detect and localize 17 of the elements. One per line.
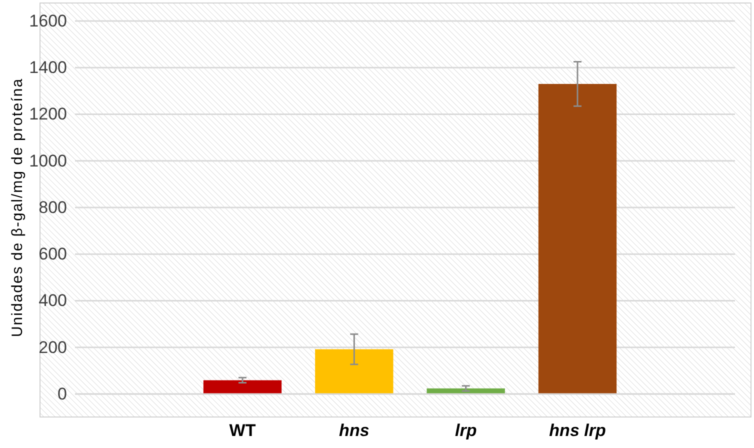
y-tick-label: 1400 xyxy=(29,58,67,78)
x-tick-label: WT xyxy=(229,421,256,440)
y-tick-label: 1200 xyxy=(29,104,67,124)
y-tick-label: 400 xyxy=(38,291,67,310)
bar xyxy=(203,380,282,394)
bar xyxy=(538,84,617,394)
y-axis-title: Unidades de β-gal/mg de proteína xyxy=(9,78,26,338)
y-tick-label: 200 xyxy=(38,338,67,357)
y-tick-label: 600 xyxy=(38,244,67,264)
y-tick-label: 0 xyxy=(58,384,67,404)
x-tick-label: hns lrp xyxy=(549,421,606,440)
y-tick-label: 800 xyxy=(38,198,67,217)
x-tick-label: hns xyxy=(339,421,370,440)
y-tick-label: 1600 xyxy=(29,11,67,30)
x-tick-label: lrp xyxy=(454,421,477,440)
bar xyxy=(315,349,394,394)
y-tick-label: 1000 xyxy=(29,151,67,170)
